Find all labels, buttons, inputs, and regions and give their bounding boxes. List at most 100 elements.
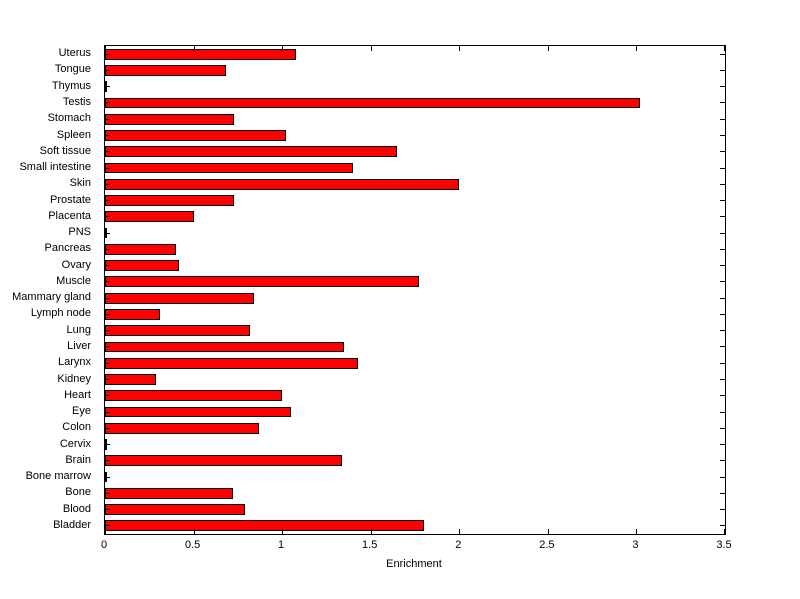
y-tick-label-tongue: Tongue xyxy=(54,63,91,76)
y-tick-left xyxy=(105,265,110,267)
x-tick-bottom xyxy=(724,529,725,534)
y-tick-right xyxy=(720,102,725,104)
y-tick-label-prostate: Prostate xyxy=(50,193,91,206)
y-tick-label-thymus: Thymus xyxy=(51,79,91,92)
y-tick-right xyxy=(720,346,725,348)
y-tick-label-bone: Bone xyxy=(65,486,91,499)
y-tick-right xyxy=(720,330,725,332)
y-axis-labels: Uterus Tongue Thymus Testis Stomach Spleen Sof… xyxy=(0,45,98,533)
y-tick-right xyxy=(720,232,725,234)
bar-spleen xyxy=(105,130,286,141)
y-tick-label-lung: Lung xyxy=(66,323,91,336)
y-tick-label-ovary: Ovary xyxy=(61,258,91,271)
y-tick-left xyxy=(105,460,110,462)
y-tick-right xyxy=(720,411,725,413)
y-tick-right xyxy=(720,525,725,527)
y-tick-left xyxy=(105,232,110,234)
y-tick-right xyxy=(720,151,725,153)
y-tick-right xyxy=(720,362,725,364)
x-tick-top xyxy=(105,46,106,51)
bar-tongue xyxy=(105,65,226,76)
y-tick-label-kidney: Kidney xyxy=(57,372,91,385)
x-tick-top xyxy=(193,46,195,51)
y-tick-right xyxy=(720,492,725,494)
x-tick-top xyxy=(370,46,372,51)
y-tick-label-liver: Liver xyxy=(67,339,91,352)
bar-kidney xyxy=(105,374,157,385)
y-tick-left xyxy=(105,69,110,71)
x-tick-label-1: 1 xyxy=(278,539,285,551)
y-tick-right xyxy=(720,248,725,250)
y-tick-label-placenta: Placenta xyxy=(48,209,91,222)
plot-area xyxy=(104,45,726,535)
bar-soft-tissue xyxy=(105,146,398,158)
x-tick-bottom xyxy=(547,529,549,534)
x-tick-label-0: 0 xyxy=(100,539,108,551)
bar-blood xyxy=(105,504,245,516)
y-tick-right xyxy=(720,69,725,71)
y-tick-left xyxy=(105,476,110,478)
x-tick-bottom xyxy=(193,529,195,534)
y-tick-left xyxy=(105,183,110,185)
y-tick-label-mammary-gland: Mammary gland xyxy=(12,291,91,304)
bar-uterus xyxy=(105,48,297,60)
y-tick-label-brain: Brain xyxy=(65,453,91,466)
bar-bladder xyxy=(105,520,424,532)
y-tick-label-bladder: Bladder xyxy=(53,518,91,531)
y-tick-right xyxy=(720,118,725,120)
y-tick-left xyxy=(105,216,110,218)
bar-bone xyxy=(105,487,233,499)
y-tick-label-skin: Skin xyxy=(69,177,91,190)
y-tick-label-colon: Colon xyxy=(62,421,91,434)
y-tick-right xyxy=(720,183,725,185)
bar-liver xyxy=(105,341,345,353)
y-tick-left xyxy=(105,346,110,348)
bar-muscle xyxy=(105,276,419,288)
bar-pancreas xyxy=(105,243,176,255)
y-tick-left xyxy=(105,248,110,250)
x-tick-top xyxy=(724,46,725,51)
y-tick-left xyxy=(105,53,110,55)
y-tick-right xyxy=(720,216,725,218)
x-tick-label-1.5: 1.5 xyxy=(362,539,378,551)
x-axis-title: Enrichment xyxy=(386,558,442,570)
y-tick-left xyxy=(105,379,110,380)
y-tick-left xyxy=(105,330,110,332)
bar-stomach xyxy=(105,113,235,125)
y-tick-left xyxy=(105,395,110,397)
x-tick-top xyxy=(547,46,549,51)
x-tick-top xyxy=(459,46,461,51)
y-tick-label-muscle: Muscle xyxy=(56,274,91,287)
y-tick-label-heart: Heart xyxy=(64,388,91,401)
y-tick-label-lymph-node: Lymph node xyxy=(30,307,91,320)
y-tick-label-stomach: Stomach xyxy=(47,112,91,125)
bar-placenta xyxy=(105,211,194,223)
y-tick-label-blood: Blood xyxy=(62,502,91,515)
y-tick-left xyxy=(105,509,110,511)
y-tick-right xyxy=(720,265,725,267)
y-tick-left xyxy=(105,151,110,153)
y-tick-right xyxy=(720,444,725,445)
bar-larynx xyxy=(105,357,359,369)
bar-lymph-node xyxy=(105,309,160,320)
y-tick-left xyxy=(105,297,110,299)
bar-testis xyxy=(105,97,640,109)
bar-ovary xyxy=(105,260,180,272)
y-tick-left xyxy=(105,362,110,364)
y-tick-left xyxy=(105,135,110,136)
bar-mammary-gland xyxy=(105,292,254,304)
x-tick-bottom xyxy=(370,529,372,534)
y-tick-right xyxy=(720,86,725,88)
y-tick-label-testis: Testis xyxy=(62,95,91,108)
bar-eye xyxy=(105,406,291,418)
bar-heart xyxy=(105,390,283,402)
x-tick-bottom xyxy=(459,529,461,534)
y-tick-right xyxy=(720,313,725,315)
x-tick-label-0.5: 0.5 xyxy=(184,539,201,551)
y-tick-right xyxy=(720,476,725,478)
x-tick-label-2: 2 xyxy=(455,539,462,551)
y-tick-right xyxy=(720,379,725,380)
x-axis-tick-labels: 0 0.5 1 1.5 2 2.5 3 3.5 xyxy=(100,539,732,553)
y-tick-left xyxy=(105,86,110,88)
y-tick-label-pancreas: Pancreas xyxy=(44,242,91,255)
